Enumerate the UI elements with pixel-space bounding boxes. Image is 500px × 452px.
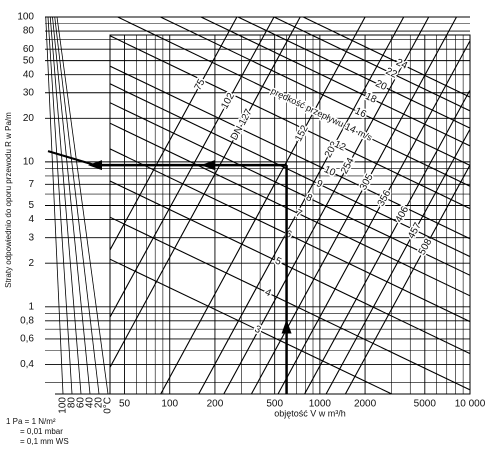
diameter-label: 305 <box>358 172 376 192</box>
y-tick-label: 4 <box>28 214 34 225</box>
velocity-line <box>110 258 394 394</box>
note: = 0,1 mm WS <box>20 437 69 446</box>
velocity-line <box>301 17 470 98</box>
x-tick-label: 5000 <box>414 399 437 410</box>
arrowhead <box>200 160 215 171</box>
velocity-line <box>116 17 470 187</box>
velocity-line <box>110 148 470 323</box>
x-tick-label: 10 000 <box>455 399 486 410</box>
diameter-label: 102 <box>219 91 237 111</box>
y-tick-label: 7 <box>28 179 34 190</box>
y-tick-label: 0,8 <box>20 315 34 326</box>
velocity-line <box>159 17 470 166</box>
velocity-unit: m/s <box>356 128 374 144</box>
x-axis-title: objętość V w m³/h <box>274 408 346 418</box>
y-tick-label: 0,6 <box>20 334 34 345</box>
temperature-tick-label: 60 <box>76 397 87 409</box>
velocity-line <box>110 180 470 355</box>
velocity-label: 20 <box>374 78 389 93</box>
x-tick-label: 100 <box>161 399 178 410</box>
velocity-line <box>110 102 470 276</box>
temperature-line <box>49 16 82 395</box>
y-tick-label: 80 <box>23 26 35 37</box>
temperature-line <box>47 16 73 395</box>
velocity-label: 6 <box>284 228 294 241</box>
diameter-label: 75 <box>193 77 208 92</box>
y-tick-label: 2 <box>28 258 34 269</box>
temperature-line <box>52 16 91 395</box>
y-tick-label: 50 <box>23 55 35 66</box>
velocity-label: 14 <box>343 121 358 136</box>
temperature-tick-label: 0°C <box>103 397 114 414</box>
y-axis-title: Straty odpowiednio do oporu przewodu R w… <box>4 112 13 288</box>
y-tick-label: 3 <box>28 232 34 243</box>
y-tick-label: 5 <box>28 200 34 211</box>
arrowhead <box>281 319 292 334</box>
temperature-tick-label: 40 <box>85 397 96 409</box>
diameter-prefix: DN <box>229 124 246 142</box>
velocity-label: 3 <box>253 324 263 337</box>
temperature-line <box>45 16 64 395</box>
temperature-line <box>54 16 100 395</box>
x-tick-label: 2000 <box>354 399 377 410</box>
x-tick-label: 1000 <box>309 399 332 410</box>
temperature-tick-label: 20 <box>94 397 105 409</box>
y-tick-label: 10 <box>23 157 35 168</box>
arrowhead <box>88 160 102 171</box>
diagonal-lines <box>110 17 470 394</box>
example-correction <box>47 150 96 167</box>
diameter-label: 152 <box>293 123 311 143</box>
velocity-line <box>110 83 470 258</box>
diameter-line <box>277 39 470 394</box>
plot-frame <box>109 34 471 395</box>
x-tick-label: 50 <box>119 399 131 410</box>
velocity-label: 4 <box>263 287 273 300</box>
diameter-line <box>344 163 470 394</box>
y-tick-label: 100 <box>17 12 34 23</box>
temperature-tick-label: 80 <box>67 397 78 409</box>
velocity-line <box>272 17 470 112</box>
x-tick-label: 200 <box>207 399 224 410</box>
y-tick-label: 30 <box>23 87 35 98</box>
velocity-line <box>110 65 470 240</box>
y-tick-label: 0,4 <box>20 359 34 370</box>
note: = 0,01 mbar <box>20 427 63 436</box>
y-tick-label: 60 <box>23 44 35 55</box>
velocity-label: 10 <box>322 164 337 179</box>
diameter-label: 508 <box>417 237 435 257</box>
velocity-label: 18 <box>363 91 378 106</box>
temperature-line <box>56 16 109 395</box>
diameter-label: 127 <box>237 107 255 127</box>
diameter-label: 254 <box>339 156 357 176</box>
velocity-line <box>236 17 470 129</box>
velocity-line <box>110 35 470 210</box>
temperature-tick-label: 100 <box>58 397 69 414</box>
y-tick-label: 1 <box>28 301 34 312</box>
x-tick-label: 500 <box>266 399 283 410</box>
diameter-line <box>325 128 470 394</box>
velocity-line <box>110 216 470 391</box>
velocity-line <box>199 17 470 147</box>
diameter-line <box>110 17 275 319</box>
y-tick-label: 20 <box>23 113 35 124</box>
velocity-line <box>110 122 470 297</box>
diameter-line <box>223 17 430 394</box>
diameter-line <box>110 17 301 369</box>
diameter-line <box>304 88 470 394</box>
y-tick-label: 40 <box>23 69 35 80</box>
velocity-label: 7 <box>294 208 304 221</box>
note: 1 Pa = 1 N/m² <box>6 417 56 426</box>
diameter-label: 406 <box>394 204 412 224</box>
